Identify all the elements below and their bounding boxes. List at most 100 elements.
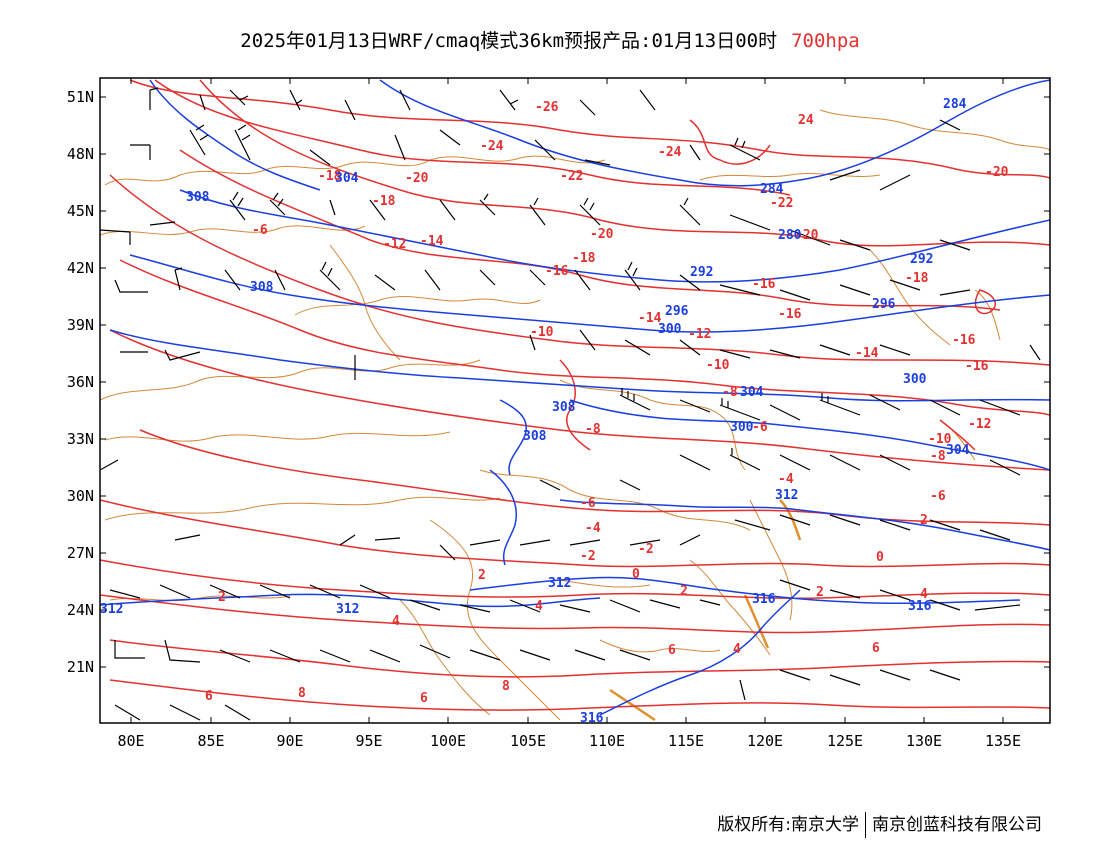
temp-label: -12 bbox=[688, 327, 711, 342]
longitude-axis bbox=[130, 78, 1004, 723]
temp-label: -26 bbox=[535, 100, 559, 115]
temp-label: 2 bbox=[478, 568, 486, 583]
temp-label: 6 bbox=[872, 641, 880, 656]
height-label: 292 bbox=[690, 265, 713, 280]
height-label: 308 bbox=[523, 429, 547, 444]
temp-label: -14 bbox=[855, 346, 879, 361]
temp-label: 4 bbox=[920, 587, 928, 602]
height-label: 308 bbox=[250, 280, 274, 295]
temp-label: -16 bbox=[965, 359, 989, 374]
height-label: 304 bbox=[946, 443, 970, 458]
temp-label: -18 bbox=[318, 169, 342, 184]
lon-label: 80E bbox=[117, 732, 144, 750]
temp-label: -8 bbox=[585, 422, 601, 437]
temp-label: -12 bbox=[968, 417, 991, 432]
height-label: 312 bbox=[548, 576, 571, 591]
plot-frame bbox=[99, 77, 1051, 724]
temperature-isotherms bbox=[100, 79, 1050, 711]
lat-label: 27N bbox=[67, 544, 94, 562]
temp-label: -12 bbox=[383, 237, 406, 252]
title-main: 2025年01月13日WRF/cmaq模式36km预报产品:01月13日00时 bbox=[240, 30, 778, 52]
height-label: 304 bbox=[740, 385, 764, 400]
lon-label: 90E bbox=[276, 732, 303, 750]
lon-label: 120E bbox=[747, 732, 783, 750]
height-label: 316 bbox=[908, 599, 932, 614]
height-label: 296 bbox=[665, 304, 689, 319]
temp-label: 4 bbox=[392, 614, 400, 629]
temp-label: -16 bbox=[545, 264, 569, 279]
lon-label: 115E bbox=[668, 732, 704, 750]
latitude-labels: 51N 48N 45N 42N 39N 36N 33N 30N 27N 24N … bbox=[67, 88, 94, 676]
temp-label: 8 bbox=[298, 686, 306, 701]
country-borders bbox=[100, 109, 1050, 722]
lon-label: 130E bbox=[906, 732, 942, 750]
temp-label: -4 bbox=[585, 521, 601, 536]
height-label: 284 bbox=[943, 97, 967, 112]
temp-label: -10 bbox=[530, 325, 554, 340]
temp-label: 6 bbox=[205, 689, 213, 704]
lon-label: 110E bbox=[589, 732, 625, 750]
pressure-level: 700hpa bbox=[791, 30, 860, 52]
temp-label: -14 bbox=[638, 311, 662, 326]
temp-label: 24 bbox=[798, 113, 814, 128]
temp-label: -16 bbox=[752, 277, 776, 292]
latitude-axis bbox=[100, 96, 1050, 668]
company-name: 南京创蓝科技有限公司 bbox=[872, 815, 1042, 835]
lat-label: 33N bbox=[67, 430, 94, 448]
lon-label: 95E bbox=[355, 732, 382, 750]
lat-label: 36N bbox=[67, 373, 94, 391]
height-label: 312 bbox=[775, 488, 798, 503]
temp-label: -18 bbox=[905, 271, 929, 286]
temp-label: -20 bbox=[405, 171, 429, 186]
temp-label: -2 bbox=[638, 542, 654, 557]
lon-label: 100E bbox=[430, 732, 466, 750]
temp-label: -16 bbox=[778, 307, 802, 322]
height-label: 300 bbox=[658, 322, 682, 337]
temp-label: -18 bbox=[572, 251, 596, 266]
lat-label: 39N bbox=[67, 316, 94, 334]
temperature-labels: -26 -24 24 -24 -22 -22 -20 -20 -18 -18 -… bbox=[205, 100, 1009, 706]
temp-label: -6 bbox=[752, 420, 768, 435]
lat-label: 48N bbox=[67, 145, 94, 163]
temp-label: 2 bbox=[218, 590, 226, 605]
temp-label: 0 bbox=[876, 550, 884, 565]
temp-label: -6 bbox=[252, 223, 268, 238]
lat-label: 51N bbox=[67, 88, 94, 106]
height-label: 316 bbox=[752, 592, 776, 607]
height-label: 308 bbox=[186, 190, 210, 205]
temp-label: -22 bbox=[770, 196, 793, 211]
temp-label: 4 bbox=[535, 599, 543, 614]
temp-label: -18 bbox=[372, 194, 396, 209]
temp-label: -10 bbox=[928, 432, 952, 447]
lat-label: 30N bbox=[67, 487, 94, 505]
temp-label: -10 bbox=[706, 358, 730, 373]
temp-label: -14 bbox=[420, 234, 444, 249]
temp-label: -4 bbox=[778, 472, 794, 487]
temp-label: -8 bbox=[722, 385, 738, 400]
temp-label: -6 bbox=[930, 489, 946, 504]
lat-label: 45N bbox=[67, 202, 94, 220]
height-label: 296 bbox=[872, 297, 896, 312]
lat-label: 42N bbox=[67, 259, 94, 277]
chart-title: 2025年01月13日WRF/cmaq模式36km预报产品:01月13日00时 7… bbox=[0, 26, 1100, 53]
temp-label: -16 bbox=[952, 333, 976, 348]
temp-label: 6 bbox=[420, 691, 428, 706]
height-label: 312 bbox=[336, 602, 359, 617]
height-label: 300 bbox=[903, 372, 927, 387]
copyright-text: 版权所有:南京大学 bbox=[717, 815, 859, 835]
lon-label: 125E bbox=[827, 732, 863, 750]
lon-label: 105E bbox=[510, 732, 546, 750]
temp-label: 6 bbox=[668, 643, 676, 658]
wind-barbs bbox=[100, 87, 1041, 721]
height-label: 308 bbox=[552, 400, 576, 415]
temp-label: 2 bbox=[680, 584, 688, 599]
lon-label: 85E bbox=[197, 732, 224, 750]
height-label: 312 bbox=[100, 602, 123, 617]
footer-divider bbox=[865, 812, 866, 838]
height-label: 284 bbox=[760, 182, 784, 197]
temp-label: 0 bbox=[632, 567, 640, 582]
temp-label: -20 bbox=[590, 227, 614, 242]
temp-label: -20 bbox=[985, 165, 1009, 180]
